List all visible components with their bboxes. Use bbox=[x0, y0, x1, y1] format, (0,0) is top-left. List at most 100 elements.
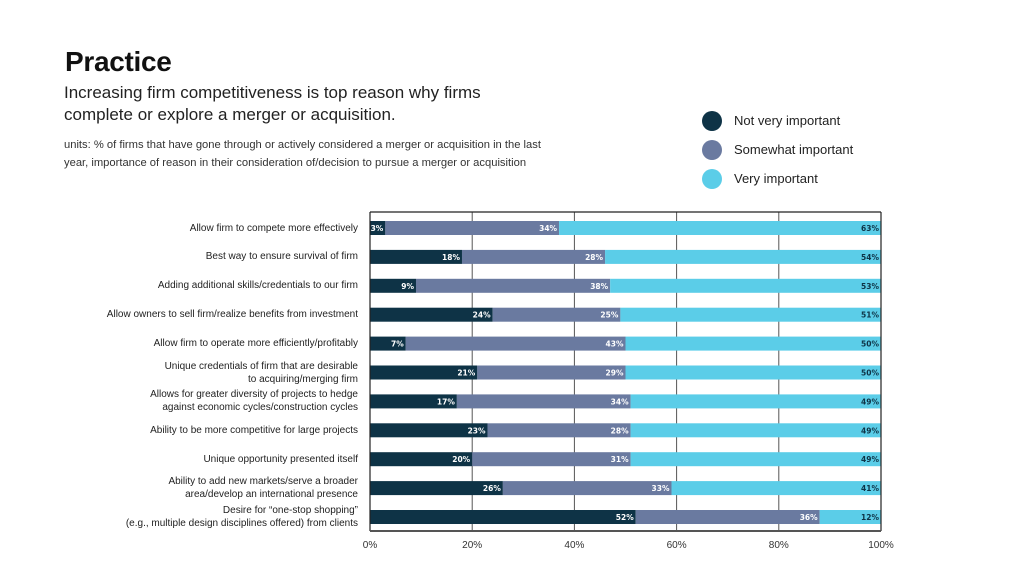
category-label-line: Unique credentials of firm that are desi… bbox=[164, 360, 358, 372]
category-label: Desire for “one-stop shopping” (e.g., mul… bbox=[58, 504, 358, 530]
bar-value-label: 29% bbox=[606, 369, 624, 378]
category-label: Ability to add new markets/serve a broad… bbox=[58, 475, 358, 501]
bar-value-label: 34% bbox=[611, 397, 629, 406]
category-label-line: Allows for greater diversity of projects… bbox=[150, 389, 358, 401]
bar-segment bbox=[415, 278, 611, 293]
bar-segment bbox=[370, 307, 493, 322]
bar-value-label: 52% bbox=[616, 513, 634, 522]
bar-value-label: 38% bbox=[590, 282, 608, 291]
bar-value-label: 18% bbox=[442, 253, 460, 262]
bar-segment bbox=[370, 423, 488, 438]
bar-segment bbox=[635, 510, 820, 524]
x-tick-label: 60% bbox=[666, 540, 687, 551]
bar-segment bbox=[605, 249, 881, 264]
category-label-line: (e.g., multiple design disciplines offer… bbox=[125, 518, 358, 529]
chart-title: Practice bbox=[65, 46, 172, 77]
category-label-line: Best way to ensure survival of firm bbox=[205, 251, 358, 263]
bar-segment bbox=[671, 481, 881, 496]
bar-segment bbox=[370, 221, 386, 235]
category-label: Ability to be more competitive for large… bbox=[58, 424, 358, 437]
category-label-line: Ability to add new markets/serve a broad… bbox=[168, 476, 358, 488]
bar-value-label: 24% bbox=[473, 311, 491, 320]
legend-label: Somewhat important bbox=[734, 142, 854, 157]
legend-label: Very important bbox=[734, 171, 818, 186]
x-tick-label: 20% bbox=[462, 540, 483, 551]
bar-segment bbox=[370, 510, 636, 524]
bar-segment bbox=[385, 221, 560, 235]
bar-value-label: 28% bbox=[585, 253, 603, 262]
bar-value-label: 53% bbox=[861, 282, 879, 291]
bar-segment bbox=[819, 510, 881, 524]
bar-segment bbox=[625, 336, 881, 351]
bar-segment bbox=[461, 249, 606, 264]
category-label-line: Allow owners to sell firm/realize benefi… bbox=[106, 309, 358, 321]
x-tick-label: 80% bbox=[768, 540, 789, 551]
category-label-line: against economic cycles/construction cyc… bbox=[162, 402, 358, 414]
x-tick-label: 0% bbox=[362, 540, 378, 551]
bar-segment bbox=[630, 423, 881, 438]
bar-segment bbox=[370, 452, 473, 467]
legend-item-somewhat-important: Somewhat important bbox=[702, 135, 853, 164]
bar-value-label: 20% bbox=[452, 455, 470, 464]
category-label-line: Adding additional skills/credentials to … bbox=[157, 280, 358, 292]
bar-value-label: 3% bbox=[371, 224, 384, 233]
bar-segment bbox=[625, 365, 881, 380]
chart-subtitle: Increasing firm competitiveness is top r… bbox=[64, 83, 481, 124]
category-label-line: area/develop an international presence bbox=[185, 489, 358, 501]
bar-value-label: 36% bbox=[800, 513, 818, 522]
category-label: Adding additional skills/credentials to … bbox=[58, 279, 358, 292]
bar-segment bbox=[370, 278, 416, 293]
bar-segment bbox=[370, 336, 406, 351]
category-label-line: Allow firm to compete more effectively bbox=[189, 222, 358, 234]
bar-segment bbox=[630, 452, 881, 467]
legend-swatch-icon bbox=[702, 110, 722, 131]
bar-segment bbox=[456, 394, 631, 409]
x-tick-label: 40% bbox=[564, 540, 585, 551]
bar-segment bbox=[477, 365, 626, 380]
units-note: units: % of firms that have gone through… bbox=[64, 139, 541, 169]
bar-value-label: 43% bbox=[606, 340, 624, 349]
bar-value-label: 63% bbox=[861, 224, 879, 233]
category-label: Unique credentials of firm that are desi… bbox=[58, 360, 358, 386]
bar-segment bbox=[502, 481, 672, 496]
category-label-line: Ability to be more competitive for large… bbox=[150, 424, 358, 436]
bar-value-label: 31% bbox=[611, 455, 629, 464]
bar-value-label: 23% bbox=[468, 426, 486, 435]
category-label: Best way to ensure survival of firm bbox=[58, 250, 358, 263]
bar-segment bbox=[559, 221, 881, 235]
legend-label: Not very important bbox=[734, 113, 841, 128]
bar-segment bbox=[630, 394, 881, 409]
bar-segment bbox=[492, 307, 621, 322]
legend-swatch-icon bbox=[702, 168, 722, 189]
bar-segment bbox=[487, 423, 631, 438]
bar-value-label: 34% bbox=[539, 224, 557, 233]
category-label: Unique opportunity presented itself bbox=[58, 453, 358, 466]
bar-value-label: 49% bbox=[861, 426, 879, 435]
bar-value-label: 9% bbox=[401, 282, 414, 291]
category-label-line: to acquiring/merging firm bbox=[247, 373, 358, 385]
bar-value-label: 21% bbox=[457, 369, 475, 378]
legend: Not very important Somewhat important Ve… bbox=[702, 106, 853, 193]
category-label-line: Allow firm to operate more efficiently/p… bbox=[153, 338, 358, 350]
bar-value-label: 50% bbox=[861, 340, 879, 349]
bar-value-label: 49% bbox=[861, 455, 879, 464]
bar-segment bbox=[370, 481, 503, 496]
bar-value-label: 41% bbox=[861, 484, 879, 493]
bar-segment bbox=[370, 365, 478, 380]
bar-value-label: 49% bbox=[861, 397, 879, 406]
category-label-line: Desire for “one-stop shopping” bbox=[222, 505, 358, 516]
category-label: Allows for greater diversity of projects… bbox=[58, 388, 358, 414]
legend-item-not-very-important: Not very important bbox=[702, 106, 853, 135]
bar-value-label: 50% bbox=[861, 369, 879, 378]
bar-segment bbox=[405, 336, 626, 351]
bar-value-label: 51% bbox=[861, 311, 879, 320]
bar-value-label: 33% bbox=[652, 484, 670, 493]
bar-segment bbox=[472, 452, 631, 467]
bar-value-label: 17% bbox=[437, 397, 455, 406]
category-label: Allow firm to compete more effectively bbox=[58, 222, 358, 235]
bar-value-label: 54% bbox=[861, 253, 879, 262]
category-label-line: Unique opportunity presented itself bbox=[203, 453, 358, 465]
bar-segment bbox=[370, 394, 457, 409]
category-label: Allow firm to operate more efficiently/p… bbox=[58, 337, 358, 350]
